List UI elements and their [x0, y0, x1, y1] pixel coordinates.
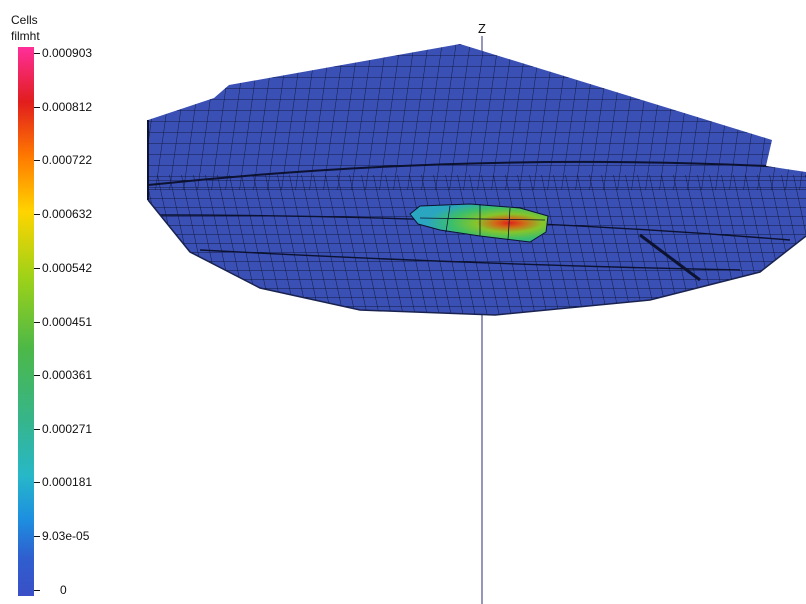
legend-tick-label: 0.000722	[42, 153, 93, 167]
legend-tick-label: 0.000812	[42, 100, 93, 114]
legend-tick-mark	[34, 160, 40, 161]
legend-tick-label: 0.000903	[42, 46, 93, 60]
legend-title-field: filmht	[11, 29, 40, 43]
legend-tick-label: 0.000271	[42, 422, 93, 436]
legend-tick-mark	[34, 482, 40, 483]
legend-tick-label: 0.000361	[42, 368, 93, 382]
legend-tick-mark	[34, 375, 40, 376]
legend-tick-label: 0.000632	[42, 207, 93, 221]
legend-tick-label: 0	[60, 583, 67, 597]
legend-tick-label: 0.000451	[42, 315, 93, 329]
legend-tick-mark	[34, 268, 40, 269]
legend-title-cells: Cells	[11, 13, 38, 27]
legend-tick-mark	[34, 429, 40, 430]
z-axis-label: Z	[478, 21, 486, 36]
legend-tick-mark	[34, 590, 40, 591]
legend-tick-label: 0.000542	[42, 261, 93, 275]
legend-tick-mark	[34, 107, 40, 108]
color-scale-bar	[18, 47, 34, 596]
legend-tick-mark	[34, 536, 40, 537]
legend-tick-mark	[34, 53, 40, 54]
legend-tick-mark	[34, 322, 40, 323]
legend-tick-label: 0.000181	[42, 475, 93, 489]
legend-tick-mark	[34, 214, 40, 215]
legend-tick-label: 9.03e-05	[42, 529, 90, 543]
